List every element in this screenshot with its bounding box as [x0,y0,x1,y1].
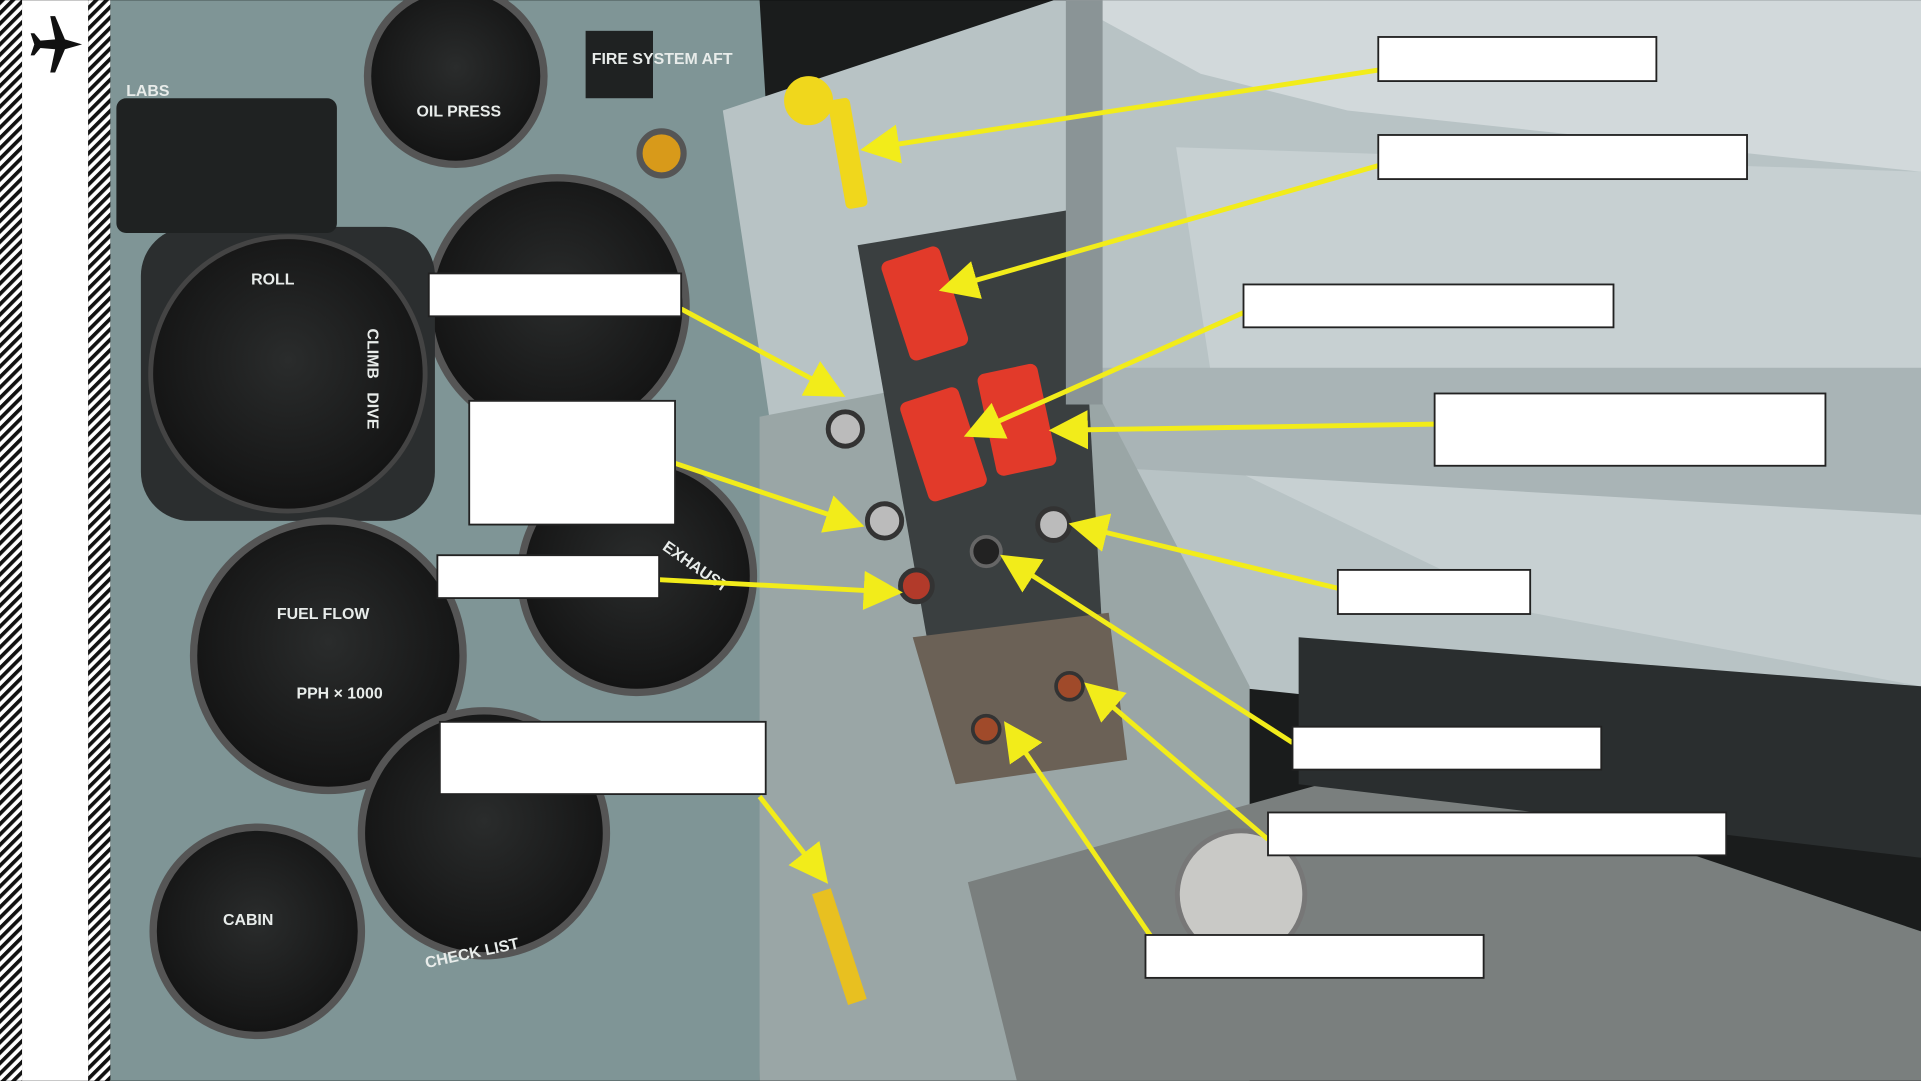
sidebar [0,0,111,1081]
callout-box [1291,725,1603,771]
callout-box [436,554,661,599]
placard: OIL PRESS [417,104,502,121]
placard: FUEL FLOW [277,606,369,623]
arrow [938,163,1379,299]
arrow [963,310,1245,439]
arrow [1084,682,1270,842]
callout-box [1377,36,1658,82]
callout-box [427,272,683,318]
callout-boxes [427,36,1827,979]
placard: LABS [126,83,169,100]
callout-box [1336,568,1532,615]
callout-box [438,720,767,796]
callout-box [1267,811,1728,857]
arrow [1048,410,1435,450]
arrow [757,795,829,884]
sidebar-strip [22,0,89,1081]
callout-box [1144,934,1485,979]
arrow [1068,513,1339,591]
callout-box [1433,392,1827,467]
callout-box [468,399,676,526]
arrow [1000,554,1294,745]
callout-box [1377,134,1748,181]
placard: ROLL [251,271,295,288]
arrow [860,67,1379,164]
sidebar-hatch [88,0,111,1081]
airplane-icon [30,16,83,73]
placard: PPH × 1000 [296,686,382,703]
placard: FIRE SYSTEM AFT [592,51,733,68]
arrow [658,570,903,610]
arrow [674,460,865,533]
placard: DIVE [364,392,381,429]
placard: CLIMB [364,329,381,379]
placard: CABIN [223,912,273,929]
arrow [1003,721,1154,939]
callout-arrows [658,67,1435,939]
sidebar-hatch [0,0,23,1081]
callout-box [1242,283,1615,329]
arrow [680,306,846,397]
